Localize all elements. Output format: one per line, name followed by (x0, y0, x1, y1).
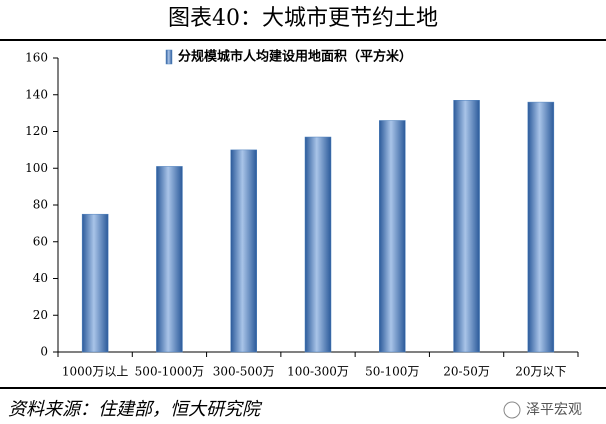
legend-swatch (165, 49, 173, 65)
y-tick-label: 160 (25, 51, 48, 65)
watermark: 泽平宏观 (503, 401, 582, 419)
x-tick-label: 500-1000万 (135, 365, 205, 379)
watermark-icon (503, 401, 521, 419)
x-tick-label: 20万以下 (515, 365, 566, 379)
bar (453, 100, 480, 353)
bar (379, 120, 406, 353)
y-tick-label: 0 (40, 345, 48, 359)
y-tick-label: 100 (25, 161, 48, 175)
y-tick-label: 20 (33, 308, 48, 322)
bar (230, 149, 257, 353)
y-tick-label: 40 (33, 271, 48, 285)
bar (156, 166, 183, 353)
x-tick-label: 100-300万 (287, 365, 349, 379)
watermark-text: 泽平宏观 (526, 402, 582, 418)
legend-label: 分规模城市人均建设用地面积（平方米） (178, 49, 412, 65)
x-tick-label: 1000万以上 (62, 365, 129, 379)
source-note: 资料来源：住建部，恒大研究院 (8, 399, 263, 420)
y-tick-label: 60 (33, 234, 48, 248)
y-tick-label: 120 (25, 124, 48, 138)
bar (304, 136, 332, 353)
x-tick-label: 300-500万 (213, 365, 275, 379)
bar (81, 213, 109, 353)
y-tick-label: 140 (25, 87, 48, 101)
bar (527, 101, 555, 353)
chart-title: 图表40：大城市更节约土地 (168, 6, 438, 31)
x-tick-label: 20-50万 (443, 365, 490, 379)
x-tick-label: 50-100万 (365, 365, 419, 379)
y-tick-label: 80 (33, 198, 48, 212)
